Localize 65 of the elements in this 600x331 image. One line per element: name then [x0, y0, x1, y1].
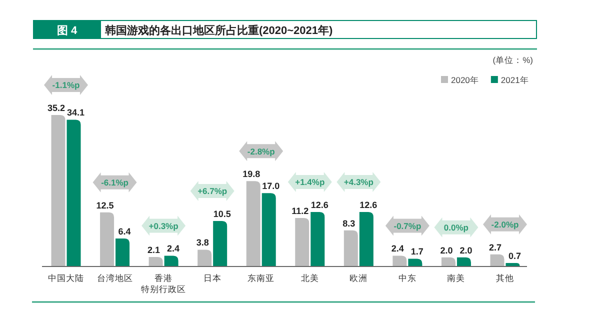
bar: [506, 262, 520, 266]
x-tick-label: 中东: [398, 273, 416, 283]
bar: [295, 218, 310, 266]
x-tick-label: 台湾地区: [96, 273, 133, 283]
bar: [198, 250, 212, 266]
data-label: 6.4: [118, 226, 131, 237]
annotation: -6.1%p: [101, 178, 128, 188]
x-tick-label: 中国大陆: [48, 273, 84, 283]
annotation: +6.7%p: [198, 186, 228, 196]
data-label: 11.2: [292, 206, 309, 216]
bar: [116, 238, 130, 266]
bar: [164, 256, 178, 266]
x-tick-label: 欧洲: [350, 273, 368, 283]
data-label: 3.8: [196, 238, 209, 248]
data-label: 10.5: [213, 208, 231, 219]
annotation: +4.3%p: [344, 177, 374, 188]
data-label: 2.0: [440, 245, 453, 256]
annotation: 0.0%p: [444, 222, 469, 233]
data-label: 2.4: [391, 244, 404, 254]
data-label: 19.8: [242, 169, 260, 180]
bar: [456, 257, 471, 266]
x-tick-label: 香港特别行政区: [141, 273, 186, 294]
x-tick-label: 日本: [203, 273, 222, 283]
x-tick-label: 南美: [447, 273, 466, 283]
data-label: 2.1: [148, 244, 160, 255]
bar: [246, 181, 260, 266]
bar: [213, 220, 228, 266]
data-label: 2.0: [460, 245, 472, 256]
text: (单位：%): [492, 55, 534, 65]
data-label: 0.7: [508, 250, 522, 261]
annotation: -0.7%p: [394, 220, 422, 231]
data-label: 1.7: [410, 246, 424, 257]
bar: [51, 115, 66, 266]
x-tick-label: 东南亚: [248, 273, 275, 283]
bar: [392, 256, 407, 266]
data-label: 12.6: [360, 200, 378, 210]
bar: [66, 120, 81, 266]
data-label: 12.5: [96, 200, 114, 210]
data-label: 35.2: [47, 103, 66, 113]
text: -1.1%p: [52, 80, 80, 90]
bar: [344, 230, 358, 266]
caption: 图 4: [56, 25, 78, 37]
legend-label: 2020年: [451, 75, 479, 85]
data-label: 34.1: [66, 108, 85, 118]
bar: [148, 256, 163, 266]
bar: [441, 257, 456, 266]
annotation: -2.8%p: [247, 146, 275, 156]
annotation: +1.4%p: [295, 177, 325, 188]
legend-label: 2021年: [500, 75, 529, 85]
annotation: +0.3%p: [148, 220, 178, 231]
data-label: 2.4: [167, 244, 180, 254]
bar: [100, 212, 114, 266]
bar: [310, 212, 325, 266]
bar: [359, 212, 374, 266]
x-tick-label: 其他: [496, 273, 514, 283]
x-tick-label: 北美: [300, 273, 319, 283]
bar: [408, 258, 422, 266]
data-label: 8.3: [342, 218, 356, 228]
annotation: -2.0%p: [491, 220, 519, 230]
data-label: 17.0: [262, 181, 280, 192]
bar: [262, 193, 276, 266]
bar: [490, 254, 504, 266]
data-label: 2.7: [488, 242, 502, 252]
chart-title: 韩国游戏的各出口地区所占比重(2020~2021年): [104, 24, 334, 37]
data-label: 12.6: [310, 200, 328, 210]
